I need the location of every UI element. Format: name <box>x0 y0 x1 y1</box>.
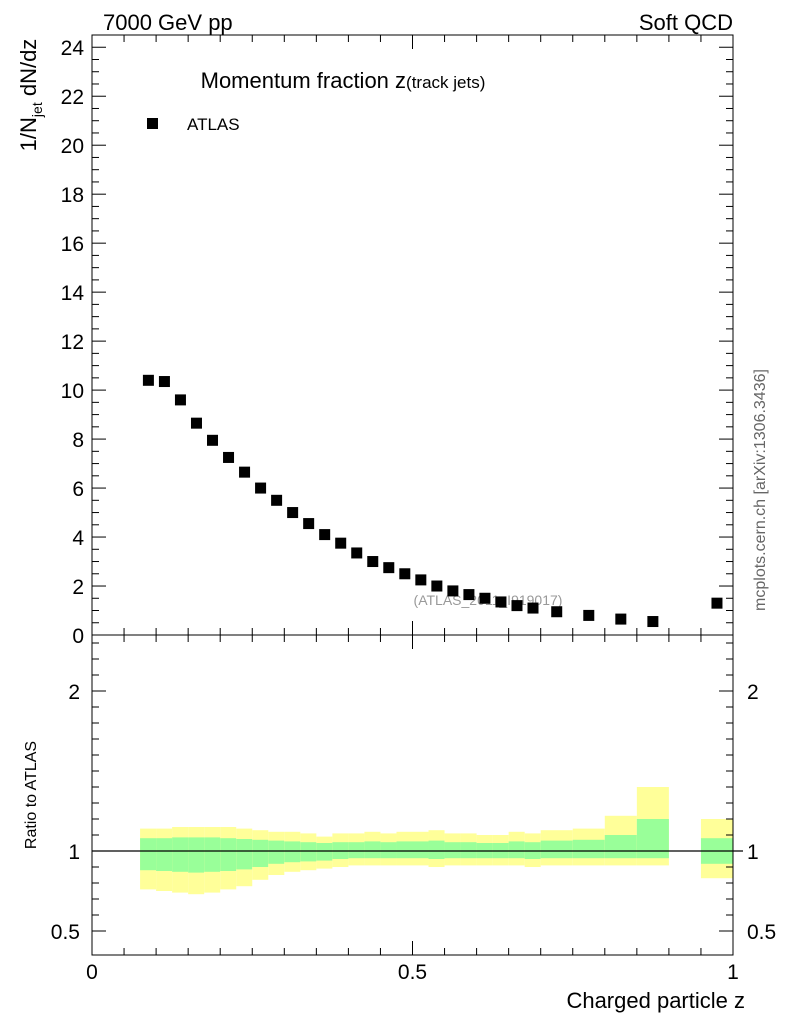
ratio-y-tick-label: 0.5 <box>51 921 80 944</box>
ratio-band-inner <box>204 837 221 872</box>
ratio-band-inner <box>508 841 525 859</box>
main-y-tick-label: 14 <box>61 282 85 305</box>
atlas-data-point <box>711 597 723 609</box>
ratio-y-tick-label-right: 1 <box>747 841 759 864</box>
atlas-data-point <box>527 602 539 614</box>
ratio-band-inner <box>252 839 269 867</box>
main-y-axis-label: 1/Njet dN/dz <box>16 39 45 152</box>
ratio-band-inner <box>460 842 477 859</box>
atlas-data-point <box>463 589 475 601</box>
main-plot: Momentum fraction z(track jets) (ATLAS_2… <box>16 34 734 648</box>
ratio-band-inner <box>428 840 445 859</box>
atlas-data-point <box>367 556 379 568</box>
x-axis-label: Charged particle z <box>566 988 745 1013</box>
ratio-band-inner <box>412 841 429 859</box>
ratio-y-tick-label: 2 <box>68 681 80 704</box>
ratio-band-inner <box>140 838 157 871</box>
main-y-tick-label: 24 <box>61 37 85 60</box>
atlas-data-point <box>615 613 627 625</box>
ratio-y-ticks: 0.5 0.5 1 1 2 2 <box>51 642 776 944</box>
atlas-data-point <box>207 434 219 446</box>
atlas-data-point <box>271 494 283 506</box>
x-tick-label: 0 <box>86 961 98 984</box>
atlas-data-point <box>447 585 459 597</box>
main-plot-title: Momentum fraction z(track jets) <box>201 68 486 93</box>
ratio-band-inner <box>156 838 173 871</box>
main-y-tick-label: 16 <box>61 233 84 256</box>
ratio-y-tick-label-right: 2 <box>747 681 759 704</box>
atlas-data-point <box>319 529 331 541</box>
ratio-y-tick-label: 1 <box>68 841 80 864</box>
ratio-band-inner <box>604 835 637 859</box>
ratio-plot-frame <box>91 634 734 956</box>
ratio-y-axis-label: Ratio to ATLAS <box>23 741 40 849</box>
ratio-band-inner <box>300 842 317 862</box>
main-y-tick-label: 8 <box>72 429 84 452</box>
header-energy-label: 7000 GeV pp <box>103 10 233 35</box>
legend: ATLAS <box>147 115 240 134</box>
ratio-band-inner <box>348 842 365 859</box>
atlas-data-point <box>174 394 186 406</box>
main-y-tick-label: 18 <box>61 184 84 207</box>
ratio-y-tick-label-right: 0.5 <box>747 921 776 944</box>
atlas-data-point <box>190 417 202 429</box>
atlas-data-point <box>223 451 235 463</box>
atlas-data-point <box>335 537 347 549</box>
main-y-tick-label: 22 <box>61 86 84 109</box>
ratio-band-inner <box>572 839 605 859</box>
main-y-tick-label: 10 <box>61 380 84 403</box>
main-y-tick-label: 12 <box>61 331 84 354</box>
ratio-uncertainty-bands <box>140 787 733 895</box>
header-process-label: Soft QCD <box>639 10 733 35</box>
atlas-data-point <box>495 596 507 608</box>
atlas-data-point <box>551 606 563 618</box>
ratio-band-inner <box>316 843 333 861</box>
atlas-data-point <box>415 574 427 586</box>
atlas-data-point <box>383 562 395 574</box>
main-y-tick-label: 2 <box>72 576 84 599</box>
side-source-label: mcplots.cern.ch [arXiv:1306.3436] <box>752 369 769 611</box>
main-y-tick-label: 0 <box>72 625 84 648</box>
ratio-band-inner <box>636 819 669 859</box>
ratio-band-inner <box>236 839 253 870</box>
atlas-data-point <box>158 376 170 388</box>
atlas-data-point <box>287 507 299 519</box>
atlas-data-point <box>647 616 659 628</box>
atlas-data-point <box>431 580 443 592</box>
ratio-band-inner <box>444 842 461 859</box>
ratio-band-inner <box>396 841 413 859</box>
ratio-band-inner <box>364 841 381 859</box>
x-tick-label: 0.5 <box>398 961 427 984</box>
ratio-band-inner <box>268 840 285 864</box>
atlas-data-point <box>399 568 411 580</box>
atlas-data-point <box>255 482 267 494</box>
atlas-data-point <box>142 374 154 386</box>
main-y-tick-label: 4 <box>72 527 84 550</box>
ratio-plot: 0.5 0.5 1 1 2 2 0 0.5 1 Ratio to ATLAS Charged … <box>23 634 776 1013</box>
main-y-tick-label: 6 <box>72 478 84 501</box>
main-y-tick-label: 20 <box>61 135 84 158</box>
atlas-data-point <box>239 466 251 478</box>
atlas-data-point <box>479 592 491 604</box>
legend-marker-atlas <box>147 118 158 129</box>
atlas-data-point <box>351 547 363 559</box>
legend-label-atlas: ATLAS <box>187 115 240 134</box>
ratio-band-inner <box>284 841 301 863</box>
ratio-band-inner <box>172 837 189 872</box>
ratio-band-inner <box>540 840 573 859</box>
ratio-band-inner <box>188 837 205 873</box>
atlas-data-point <box>583 609 595 621</box>
atlas-data-point <box>511 600 523 612</box>
x-tick-label: 1 <box>727 961 739 984</box>
atlas-data-point <box>303 518 315 530</box>
ratio-band-inner <box>220 838 237 871</box>
atlas-data-points <box>142 374 723 628</box>
ratio-band-inner <box>380 842 397 859</box>
